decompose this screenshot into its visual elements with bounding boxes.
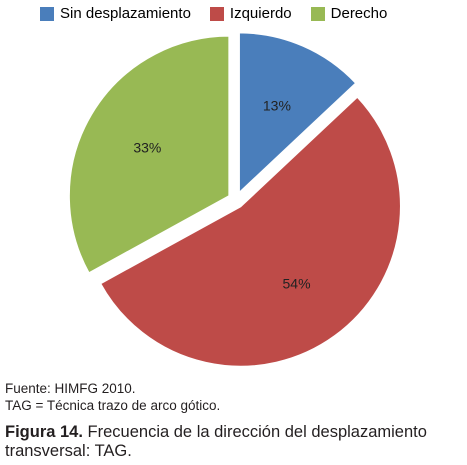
figure-notes: Fuente: HIMFG 2010. TAG = Técnica trazo … (5, 380, 220, 414)
legend-item-izquierdo: Izquierdo (209, 5, 292, 22)
slice-label: 33% (133, 140, 161, 156)
pie-slice-izquierdo (99, 95, 402, 368)
slice-label: 54% (283, 275, 311, 291)
legend-swatch (310, 6, 325, 21)
legend-item-sin-desplazamiento: Sin desplazamiento (40, 5, 191, 22)
abbreviation-note: TAG = Técnica trazo de arco gótico. (5, 398, 221, 413)
figure-label: Figura 14. (5, 423, 83, 441)
pie-slice-sin-desplazamiento (238, 31, 357, 195)
chart-legend: Sin desplazamiento Izquierdo Derecho (40, 5, 387, 22)
legend-item-derecho: Derecho (310, 5, 388, 22)
source-note: Fuente: HIMFG 2010. (5, 381, 136, 396)
pie-slice-derecho (68, 35, 230, 275)
legend-swatch (209, 6, 224, 21)
legend-swatch (40, 6, 54, 21)
legend-label: Izquierdo (229, 5, 292, 22)
legend-label: Sin desplazamiento (60, 5, 191, 22)
caption-text: Frecuencia de la dirección del desplazam… (5, 423, 427, 460)
figure-caption: Figura 14. Frecuencia de la dirección de… (5, 423, 465, 461)
slice-label: 13% (263, 97, 291, 113)
pie-chart: 13% 54% 33% (68, 31, 402, 368)
legend-label: Derecho (330, 5, 388, 22)
